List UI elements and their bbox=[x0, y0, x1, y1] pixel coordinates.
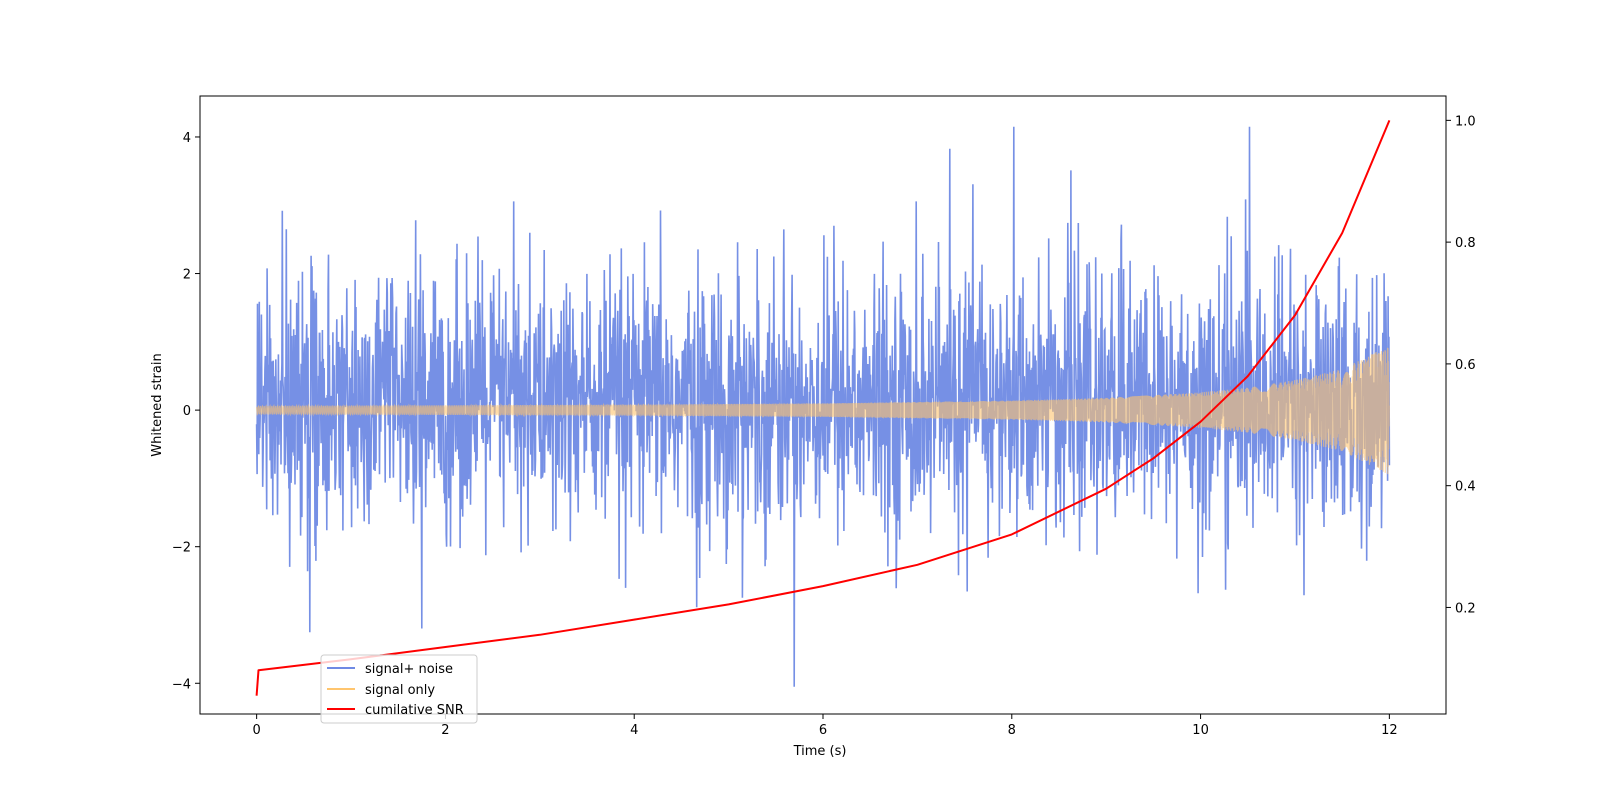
y2-tick-label: 1.0 bbox=[1455, 114, 1476, 129]
y2-tick-label: 0.2 bbox=[1455, 601, 1476, 616]
x-axis-label: Time (s) bbox=[793, 744, 847, 759]
x-tick-label: 4 bbox=[630, 723, 638, 738]
x-tick-label: 2 bbox=[441, 723, 449, 738]
y2-tick-label: 0.4 bbox=[1455, 480, 1476, 495]
y-tick-label: 2 bbox=[183, 268, 191, 283]
y-tick-label: −4 bbox=[172, 677, 191, 692]
legend-frame bbox=[320, 654, 478, 724]
y2-tick-label: 0.6 bbox=[1455, 358, 1476, 373]
y-tick-label: −2 bbox=[172, 541, 191, 556]
x-tick-label: 6 bbox=[819, 723, 827, 738]
y-axis-label: Whitened strain bbox=[150, 353, 165, 456]
series-signal-noise bbox=[255, 126, 1391, 687]
y-tick-label: 4 bbox=[183, 131, 191, 146]
legend-label-signal-noise: signal+ noise bbox=[365, 662, 453, 677]
y-axis-left: −4 −2 0 2 4 bbox=[172, 131, 200, 692]
legend-label-cumilative-snr: cumilative SNR bbox=[365, 703, 464, 718]
series-cumilative-snr bbox=[255, 120, 1391, 696]
y2-tick-label: 0.8 bbox=[1455, 236, 1476, 251]
legend: signal+ noise signal only cumilative SNR bbox=[320, 654, 478, 724]
x-tick-label: 12 bbox=[1381, 723, 1398, 738]
x-tick-label: 8 bbox=[1008, 723, 1016, 738]
legend-label-signal-only: signal only bbox=[365, 683, 435, 698]
x-tick-label: 0 bbox=[252, 723, 260, 738]
y-tick-label: 0 bbox=[183, 404, 191, 419]
y-axis-right: 0.2 0.4 0.6 0.8 1.0 bbox=[1446, 114, 1476, 616]
x-axis: 0 2 4 6 8 10 12 bbox=[252, 714, 1398, 738]
x-tick-label: 10 bbox=[1192, 723, 1209, 738]
series-layer bbox=[255, 120, 1391, 696]
